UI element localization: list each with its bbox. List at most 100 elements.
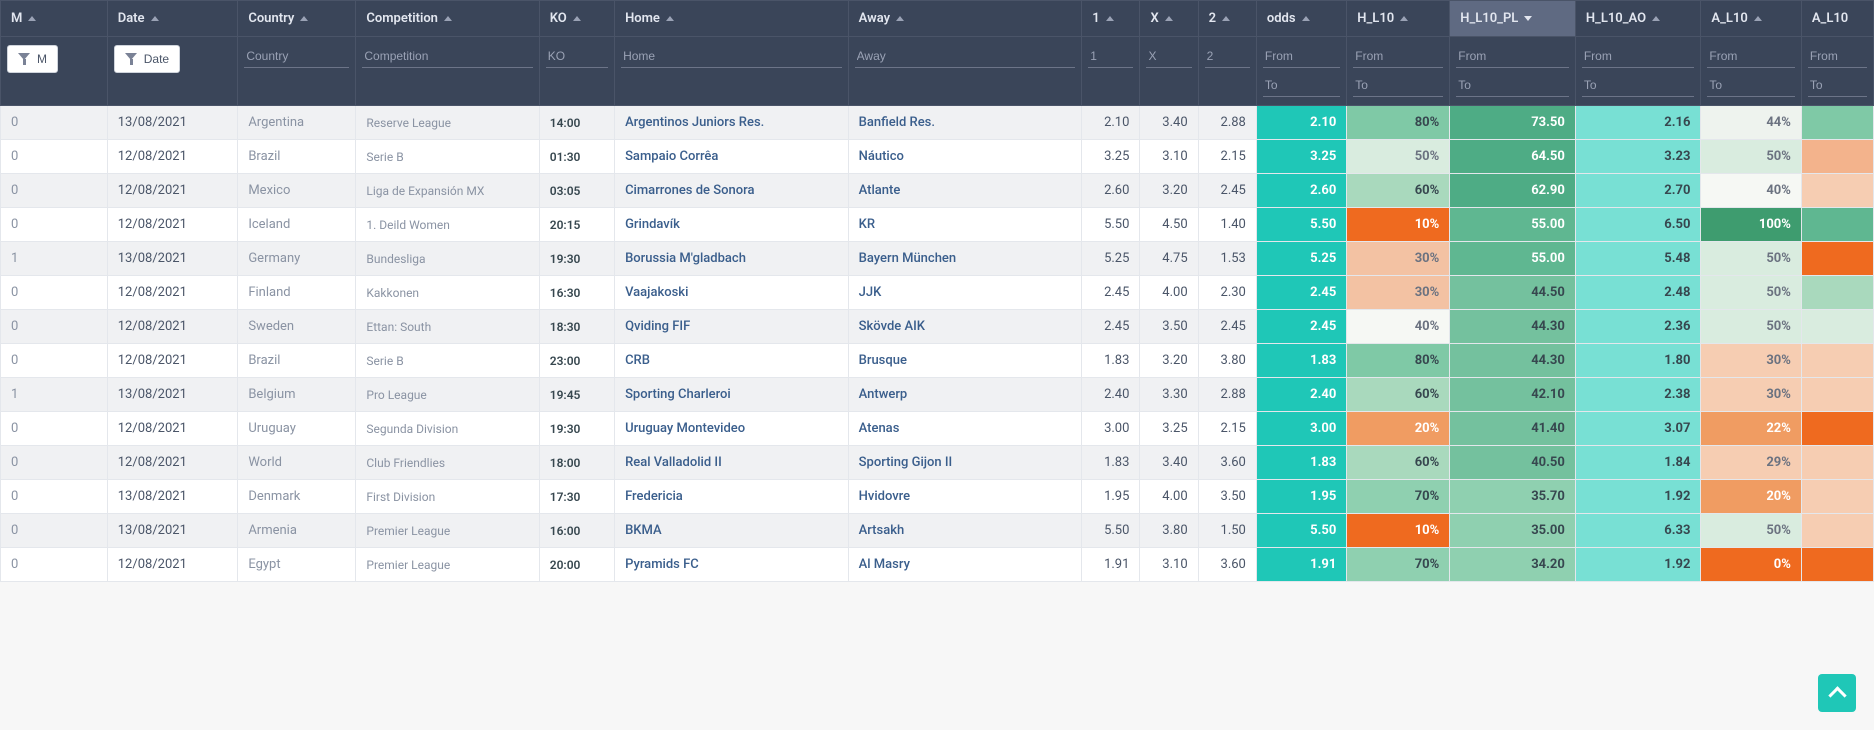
filter-input-2[interactable] bbox=[1205, 45, 1250, 68]
cell-away[interactable]: Banfield Res. bbox=[848, 106, 1082, 140]
col-header-x[interactable]: X bbox=[1140, 1, 1198, 37]
cell-home[interactable]: CRB bbox=[615, 344, 849, 378]
col-header-a-l10[interactable]: A_L10 bbox=[1701, 1, 1801, 37]
cell-ko: 23:00 bbox=[539, 344, 614, 378]
cell-h-l10: 10% bbox=[1347, 208, 1450, 242]
filter-input-away[interactable] bbox=[855, 45, 1076, 68]
col-header-away[interactable]: Away bbox=[848, 1, 1082, 37]
col-header-h-l10-ao[interactable]: H_L10_AO bbox=[1575, 1, 1701, 37]
cell-away[interactable]: Náutico bbox=[848, 140, 1082, 174]
col-header-home[interactable]: Home bbox=[615, 1, 849, 37]
cell-home[interactable]: Real Valladolid II bbox=[615, 446, 849, 480]
filter-input-hl10pl-to[interactable] bbox=[1456, 74, 1569, 97]
filter-input-al10pl-to[interactable] bbox=[1808, 74, 1867, 97]
cell-country: Argentina bbox=[238, 106, 356, 140]
col-header-2[interactable]: 2 bbox=[1198, 1, 1256, 37]
cell-date: 12/08/2021 bbox=[107, 276, 238, 310]
cell-ko: 17:30 bbox=[539, 480, 614, 514]
col-header-competition[interactable]: Competition bbox=[356, 1, 539, 37]
cell-away[interactable]: Bayern München bbox=[848, 242, 1082, 276]
col-header-m[interactable]: M bbox=[1, 1, 108, 37]
filter-input-al10-to[interactable] bbox=[1707, 74, 1794, 97]
cell-home[interactable]: Qviding FIF bbox=[615, 310, 849, 344]
filter-input-1[interactable] bbox=[1088, 45, 1133, 68]
cell-away[interactable]: JJK bbox=[848, 276, 1082, 310]
cell-odds-2: 2.88 bbox=[1198, 106, 1256, 140]
cell-odds: 1.95 bbox=[1256, 480, 1346, 514]
cell-odds-x: 3.25 bbox=[1140, 412, 1198, 446]
cell-a-l10: 22% bbox=[1701, 412, 1801, 446]
cell-home[interactable]: Grindavík bbox=[615, 208, 849, 242]
cell-home[interactable]: Uruguay Montevideo bbox=[615, 412, 849, 446]
col-header-date[interactable]: Date bbox=[107, 1, 238, 37]
cell-h-l10-ao: 1.92 bbox=[1575, 480, 1701, 514]
table-row: 113/08/2021GermanyBundesliga19:30Borussi… bbox=[1, 242, 1874, 276]
cell-home[interactable]: Cimarrones de Sonora bbox=[615, 174, 849, 208]
cell-h-l10-pl: 40.50 bbox=[1450, 446, 1576, 480]
filter-input-al10pl-from[interactable] bbox=[1808, 45, 1867, 68]
filter-input-hl10-to[interactable] bbox=[1353, 74, 1443, 97]
cell-a-l10-pl bbox=[1801, 310, 1873, 344]
cell-home[interactable]: Vaajakoski bbox=[615, 276, 849, 310]
cell-h-l10-ao: 2.38 bbox=[1575, 378, 1701, 412]
filter-input-al10-from[interactable] bbox=[1707, 45, 1794, 68]
filter-input-hl10-from[interactable] bbox=[1353, 45, 1443, 68]
cell-home[interactable]: Sporting Charleroi bbox=[615, 378, 849, 412]
cell-away[interactable]: Sporting Gijon II bbox=[848, 446, 1082, 480]
cell-odds-2: 2.45 bbox=[1198, 174, 1256, 208]
cell-home[interactable]: Sampaio Corrêa bbox=[615, 140, 849, 174]
cell-competition: Serie B bbox=[356, 140, 539, 174]
filter-input-hl10ao-to[interactable] bbox=[1582, 74, 1695, 97]
cell-away[interactable]: Al Masry bbox=[848, 548, 1082, 582]
cell-ko: 19:30 bbox=[539, 412, 614, 446]
cell-away[interactable]: Antwerp bbox=[848, 378, 1082, 412]
col-header-a-l10-pl[interactable]: A_L10 bbox=[1801, 1, 1873, 37]
col-header-h-l10[interactable]: H_L10 bbox=[1347, 1, 1450, 37]
cell-m: 1 bbox=[1, 242, 108, 276]
funnel-icon bbox=[18, 53, 31, 65]
cell-a-l10: 29% bbox=[1701, 446, 1801, 480]
col-header-h-l10-pl[interactable]: H_L10_PL bbox=[1450, 1, 1576, 37]
filter-input-hl10ao-from[interactable] bbox=[1582, 45, 1695, 68]
cell-away[interactable]: Brusque bbox=[848, 344, 1082, 378]
cell-m: 0 bbox=[1, 480, 108, 514]
cell-a-l10-pl bbox=[1801, 276, 1873, 310]
cell-away[interactable]: Skövde AIK bbox=[848, 310, 1082, 344]
cell-odds-1: 1.83 bbox=[1082, 446, 1140, 480]
filter-button-m[interactable]: M bbox=[7, 45, 58, 73]
cell-odds-2: 1.53 bbox=[1198, 242, 1256, 276]
filter-input-odds-from[interactable] bbox=[1263, 45, 1340, 68]
col-header-ko[interactable]: KO bbox=[539, 1, 614, 37]
col-header-1[interactable]: 1 bbox=[1082, 1, 1140, 37]
cell-h-l10-ao: 1.92 bbox=[1575, 548, 1701, 582]
cell-odds-1: 2.45 bbox=[1082, 276, 1140, 310]
cell-h-l10-pl: 34.20 bbox=[1450, 548, 1576, 582]
filter-input-competition[interactable] bbox=[362, 45, 532, 68]
cell-away[interactable]: Hvidovre bbox=[848, 480, 1082, 514]
col-header-odds[interactable]: odds bbox=[1256, 1, 1346, 37]
cell-away[interactable]: Atlante bbox=[848, 174, 1082, 208]
cell-h-l10: 70% bbox=[1347, 480, 1450, 514]
filter-button-date[interactable]: Date bbox=[114, 45, 180, 73]
cell-home[interactable]: Argentinos Juniors Res. bbox=[615, 106, 849, 140]
cell-a-l10-pl bbox=[1801, 208, 1873, 242]
filter-input-home[interactable] bbox=[621, 45, 842, 68]
cell-away[interactable]: KR bbox=[848, 208, 1082, 242]
filter-input-odds-to[interactable] bbox=[1263, 74, 1340, 97]
cell-country: Armenia bbox=[238, 514, 356, 548]
scroll-to-top-button[interactable] bbox=[1818, 674, 1856, 712]
cell-home[interactable]: Fredericia bbox=[615, 480, 849, 514]
cell-away[interactable]: Atenas bbox=[848, 412, 1082, 446]
cell-away[interactable]: Artsakh bbox=[848, 514, 1082, 548]
cell-odds: 2.10 bbox=[1256, 106, 1346, 140]
filter-input-country[interactable] bbox=[244, 45, 349, 68]
col-header-country[interactable]: Country bbox=[238, 1, 356, 37]
cell-home[interactable]: Pyramids FC bbox=[615, 548, 849, 582]
filter-input-ko[interactable] bbox=[546, 45, 608, 68]
filter-input-hl10pl-from[interactable] bbox=[1456, 45, 1569, 68]
filter-input-x[interactable] bbox=[1146, 45, 1191, 68]
cell-home[interactable]: Borussia M'gladbach bbox=[615, 242, 849, 276]
cell-home[interactable]: BKMA bbox=[615, 514, 849, 548]
cell-h-l10-pl: 44.30 bbox=[1450, 310, 1576, 344]
cell-date: 12/08/2021 bbox=[107, 412, 238, 446]
